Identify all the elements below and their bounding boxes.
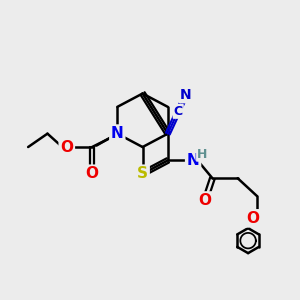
Text: C: C [174,105,183,118]
Text: N: N [180,88,191,102]
Text: N: N [111,126,124,141]
Text: O: O [60,140,73,154]
Text: N: N [187,153,200,168]
Text: S: S [137,166,148,181]
Text: O: O [85,166,98,181]
Text: H: H [197,148,207,161]
Text: O: O [246,211,259,226]
Text: O: O [199,193,212,208]
